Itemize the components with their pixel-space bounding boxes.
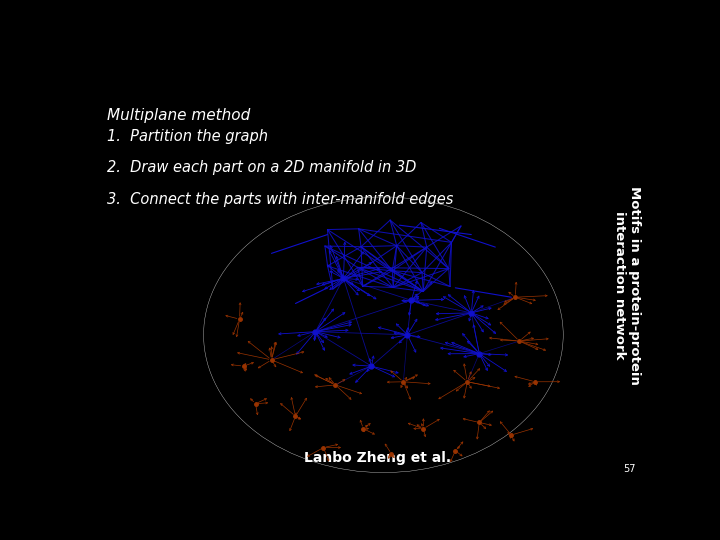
Text: 3.  Connect the parts with inter-manifold edges: 3. Connect the parts with inter-manifold… [107,192,453,207]
Text: Lanbo Zheng et al.: Lanbo Zheng et al. [304,451,451,465]
Text: 57: 57 [624,464,636,474]
Text: 1.  Partition the graph: 1. Partition the graph [107,129,268,144]
Text: Motifs in a protein-protein
interaction network: Motifs in a protein-protein interaction … [613,186,641,384]
Text: 2.  Draw each part on a 2D manifold in 3D: 2. Draw each part on a 2D manifold in 3D [107,160,416,176]
Text: Multiplane method: Multiplane method [107,109,250,124]
